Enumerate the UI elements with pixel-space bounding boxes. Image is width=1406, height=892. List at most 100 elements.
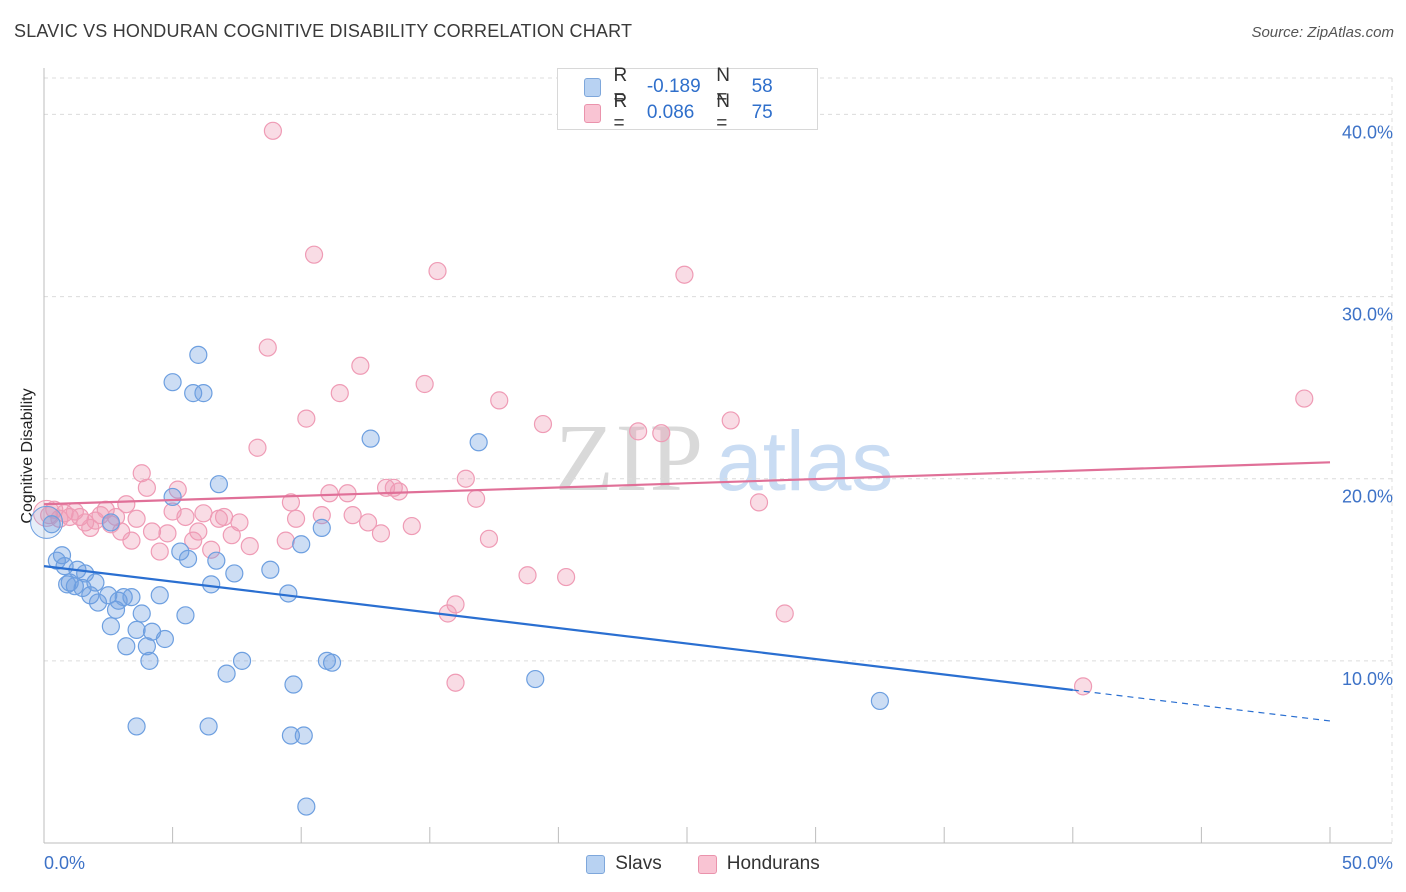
y-tick-label: 40.0% [1342, 122, 1393, 142]
slav-point [150, 586, 169, 605]
honduran-point [189, 522, 208, 541]
slav-point [163, 487, 182, 507]
honduran-point [518, 566, 537, 585]
slav-point [207, 551, 226, 570]
slav-point [101, 513, 120, 532]
slav-point [294, 726, 313, 745]
y-tick-label: 10.0% [1342, 669, 1393, 689]
honduran-point [557, 567, 576, 587]
slav-point [88, 593, 108, 612]
slavs-swatch [586, 854, 606, 874]
slav-point [209, 475, 228, 494]
honduran-point [137, 478, 156, 497]
honduran-point [446, 595, 465, 614]
honduran-point [142, 522, 162, 541]
slavs-trend-extension [1072, 689, 1331, 722]
slav-point [322, 653, 342, 672]
honduran-point [358, 513, 378, 532]
y-tick-label: 30.0% [1342, 305, 1393, 325]
series-legend: Slavs Hondurans [0, 852, 1406, 876]
honduran-point [276, 531, 295, 550]
slav-point [261, 560, 280, 579]
legend-row-hondurans: R = 0.086 N = 75 [584, 91, 817, 134]
slav-point [171, 542, 190, 561]
slav-point [86, 573, 105, 592]
honduran-point [202, 540, 221, 559]
hondurans-swatch [584, 103, 602, 123]
slav-point [199, 717, 218, 736]
r-label: R = [613, 91, 628, 134]
honduran-point [263, 121, 283, 140]
honduran-point [330, 384, 349, 403]
svg-text:atlas: atlas [716, 414, 893, 508]
n-label: N = [716, 91, 730, 134]
legend-label-slavs: Slavs [615, 853, 662, 874]
slav-point [284, 675, 303, 694]
slav-point [127, 717, 146, 736]
n-value: 75 [751, 102, 773, 123]
slav-point [292, 535, 311, 554]
slav-point [155, 629, 174, 649]
slav-point [42, 515, 61, 534]
honduran-point [456, 469, 475, 488]
honduran-point [286, 509, 306, 528]
slav-point [114, 588, 133, 607]
hondurans-points [33, 121, 1314, 696]
honduran-point [240, 537, 259, 556]
honduran-point [402, 516, 421, 536]
slav-point [279, 584, 298, 603]
honduran-point [91, 506, 110, 525]
honduran-point [214, 507, 234, 527]
legend-item-hondurans[interactable]: Hondurans [697, 853, 820, 875]
slav-cluster-point [30, 505, 64, 539]
n-label: N = [716, 65, 730, 108]
slav-point [194, 384, 213, 403]
slav-point [202, 575, 221, 594]
slav-point [163, 373, 182, 392]
legend-row-slavs: R = -0.189 N = 58 [584, 65, 817, 108]
honduran-point [297, 409, 316, 428]
r-value: 0.086 [646, 102, 695, 123]
slav-point [232, 651, 252, 670]
r-label: R = [613, 65, 628, 108]
tick-labels: 10.0% 20.0% 30.0% 40.0% 0.0% 50.0% [44, 122, 1393, 873]
slav-point [526, 669, 545, 689]
honduran-point [184, 531, 203, 550]
honduran-point [749, 493, 769, 512]
slav-point [469, 433, 488, 452]
honduran-point [652, 424, 671, 443]
honduran-point [117, 495, 136, 514]
honduran-point [428, 261, 447, 281]
honduran-point [230, 513, 249, 532]
honduran-point [1073, 677, 1093, 696]
slav-point [225, 564, 244, 583]
honduran-point [490, 391, 509, 410]
slavs-points [30, 345, 890, 816]
x-tick-label: 0.0% [44, 853, 85, 873]
honduran-point [721, 411, 740, 430]
honduran-point [371, 524, 391, 543]
slav-point [178, 549, 198, 568]
honduran-point [45, 500, 64, 519]
honduran-point [258, 338, 277, 357]
slav-point [76, 564, 95, 583]
slav-point [184, 384, 203, 403]
n-value: 58 [751, 76, 773, 97]
slav-point [361, 429, 380, 448]
slav-point [127, 620, 146, 639]
honduran-point [675, 265, 694, 284]
trend-lines [43, 461, 1331, 722]
slav-point [281, 726, 301, 745]
svg-text:ZIP: ZIP [555, 404, 705, 511]
honduran-point [122, 531, 141, 550]
slav-point [52, 546, 72, 565]
honduran-point [320, 484, 339, 503]
slavs-trend-line [43, 565, 1073, 692]
axes [43, 68, 1392, 844]
legend-item-slavs[interactable]: Slavs [586, 853, 662, 875]
honduran-point [343, 506, 362, 525]
hondurans-swatch [697, 854, 717, 874]
honduran-point [415, 374, 434, 394]
honduran-point [150, 542, 169, 561]
